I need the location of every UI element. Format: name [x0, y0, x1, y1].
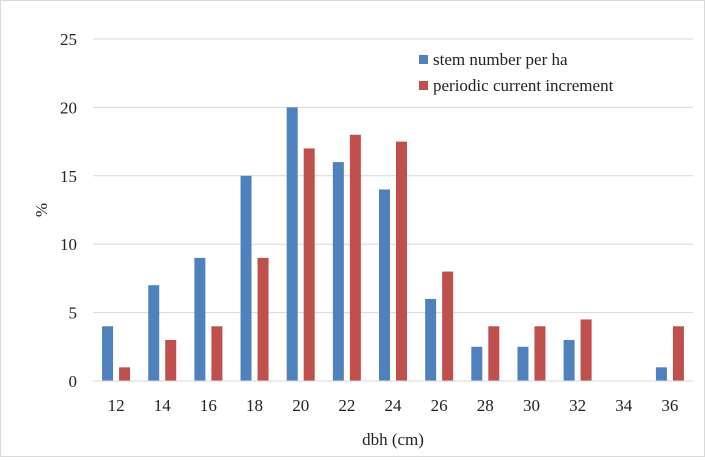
bar-stem-number — [379, 189, 390, 381]
legend-label: stem number per ha — [433, 50, 568, 69]
x-tick-label: 12 — [108, 396, 125, 415]
x-tick-label: 22 — [338, 396, 355, 415]
bar-stem-number — [564, 340, 575, 381]
bar-stem-number — [656, 367, 667, 381]
x-tick-label: 18 — [246, 396, 263, 415]
y-tick-label: 25 — [60, 30, 77, 49]
x-tick-label: 24 — [385, 396, 403, 415]
y-tick-labels: 0 5 10 15 20 25 — [60, 30, 77, 391]
bar-periodic-increment — [534, 326, 545, 381]
bar-stem-number — [425, 299, 436, 381]
bar-periodic-increment — [304, 148, 315, 381]
bar-stem-number — [471, 347, 482, 381]
x-tick-label: 26 — [431, 396, 448, 415]
bar-stem-number — [517, 347, 528, 381]
bar-periodic-increment — [673, 326, 684, 381]
bar-periodic-increment — [488, 326, 499, 381]
x-tick-label: 14 — [154, 396, 172, 415]
bar-periodic-increment — [211, 326, 222, 381]
legend-label: periodic current increment — [433, 76, 614, 95]
bar-stem-number — [287, 107, 298, 381]
bar-stem-number — [148, 285, 159, 381]
bar-periodic-increment — [442, 272, 453, 381]
bar-periodic-increment — [350, 135, 361, 381]
y-tick-label: 5 — [69, 304, 78, 323]
bar-stem-number — [333, 162, 344, 381]
y-tick-label: 20 — [60, 98, 77, 117]
bar-periodic-increment — [165, 340, 176, 381]
x-tick-label: 20 — [292, 396, 309, 415]
x-tick-label: 34 — [615, 396, 633, 415]
x-tick-label: 36 — [661, 396, 678, 415]
x-tick-labels: 12 14 16 18 20 22 24 26 28 30 32 34 36 — [108, 396, 679, 415]
bar-periodic-increment — [119, 367, 130, 381]
x-tick-label: 30 — [523, 396, 540, 415]
y-tick-label: 10 — [60, 235, 77, 254]
y-tick-label: 15 — [60, 167, 77, 186]
legend-swatch — [419, 55, 428, 64]
bar-stem-number — [102, 326, 113, 381]
legend: stem number per ha periodic current incre… — [419, 50, 614, 95]
legend-swatch — [419, 81, 428, 90]
y-axis-title: % — [32, 203, 51, 217]
y-tick-label: 0 — [69, 372, 78, 391]
bar-stem-number — [194, 258, 205, 381]
x-tick-label: 16 — [200, 396, 217, 415]
bar-periodic-increment — [258, 258, 269, 381]
bar-periodic-increment — [581, 319, 592, 381]
x-tick-label: 28 — [477, 396, 494, 415]
bar-stem-number — [241, 176, 252, 381]
x-tick-label: 32 — [569, 396, 586, 415]
x-axis-title: dbh (cm) — [362, 430, 424, 449]
bar-periodic-increment — [396, 142, 407, 381]
